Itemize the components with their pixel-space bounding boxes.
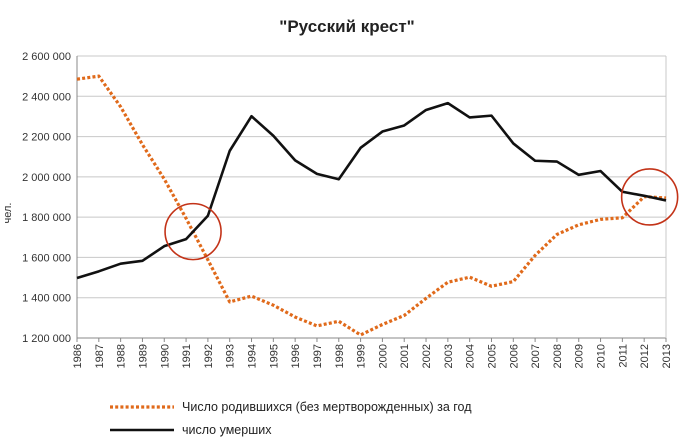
legend-label-births: Число родившихся (без мертворожденных) з… [182, 400, 472, 414]
series-lines [76, 74, 667, 337]
x-tick-label: 2010 [596, 344, 608, 368]
y-axis-label: чел. [2, 203, 14, 224]
x-tick-label: 1996 [290, 344, 302, 368]
y-tick-label: 1 600 000 [22, 252, 71, 264]
y-tick-label: 1 400 000 [22, 293, 71, 305]
x-tick-label: 1990 [159, 344, 171, 368]
x-tick-label: 2006 [508, 344, 520, 368]
x-tick-label: 1993 [225, 344, 237, 368]
x-tick-label: 2002 [421, 344, 433, 368]
x-tick-label: 1994 [247, 344, 259, 368]
y-tick-label: 1 800 000 [22, 212, 71, 224]
y-tick-label: 2 200 000 [22, 132, 71, 144]
x-tick-label: 1999 [356, 344, 368, 368]
axes [76, 56, 667, 342]
deaths-line [76, 101, 667, 280]
x-tick-label: 2008 [552, 344, 564, 368]
y-tick-labels: 1 200 000 1 400 000 1 600 000 1 800 000 2 00… [22, 51, 71, 345]
x-tick-label: 1992 [203, 344, 215, 368]
legend-label-deaths: число умерших [182, 423, 272, 437]
x-tick-labels: 1986 1987 1988 1989 1990 1991 1992 1993 1994 1995… [72, 344, 673, 368]
x-tick-label: 1995 [268, 344, 280, 368]
x-tick-label: 2013 [661, 344, 673, 368]
y-tick-label: 2 000 000 [22, 172, 71, 184]
x-tick-label: 2011 [617, 344, 629, 368]
crossing-circle [620, 168, 679, 226]
x-tick-label: 1986 [72, 344, 84, 368]
x-tick-label: 1987 [94, 344, 106, 368]
y-tick-label: 2 600 000 [22, 51, 71, 63]
x-tick-label: 2001 [399, 344, 411, 368]
x-tick-label: 1988 [116, 344, 128, 368]
crossing-circles [164, 168, 679, 261]
x-tick-label: 2004 [465, 344, 477, 368]
births-line [76, 74, 667, 337]
x-tick-label: 2000 [377, 344, 389, 368]
x-tick-label: 2003 [443, 344, 455, 368]
x-tick-label: 2007 [530, 344, 542, 368]
grid-lines [77, 55, 666, 339]
x-tick-label: 1998 [334, 344, 346, 368]
x-tick-label: 1997 [312, 344, 324, 368]
x-tick-label: 2005 [486, 344, 498, 368]
chart-title: "Русский крест" [279, 17, 414, 36]
y-tick-label: 2 400 000 [22, 91, 71, 103]
x-tick-label: 1989 [137, 344, 149, 368]
legend: Число родившихся (без мертворожденных) з… [110, 400, 472, 437]
crossing-circle [164, 202, 222, 261]
x-tick-label: 2009 [574, 344, 586, 368]
x-tick-label: 2012 [639, 344, 651, 368]
x-tick-label: 1991 [181, 344, 193, 368]
y-tick-label: 1 200 000 [22, 333, 71, 345]
